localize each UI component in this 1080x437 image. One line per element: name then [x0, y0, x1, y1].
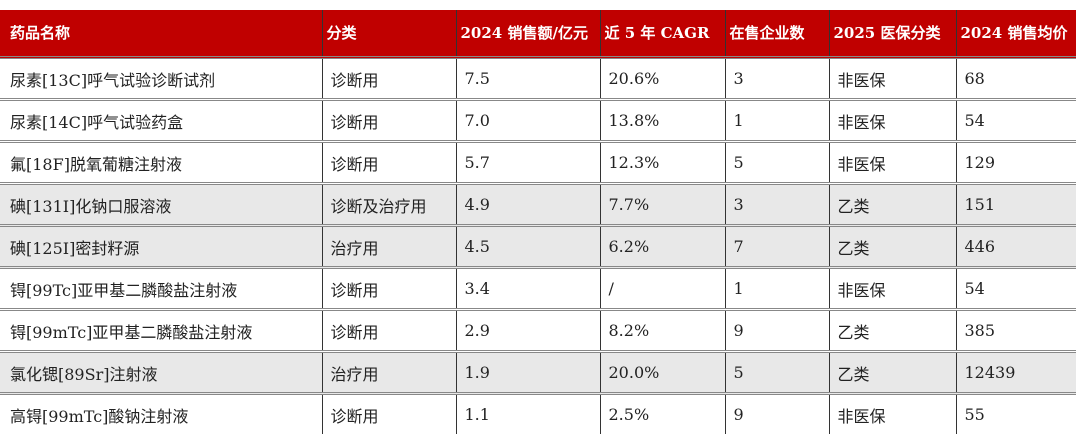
cell-drug-name: 氟[18F]脱氧葡糖注射液 — [0, 140, 322, 184]
header-cagr-5y: 近 5 年 CAGR — [599, 10, 725, 58]
cell-insurance-2025: 乙类 — [828, 182, 956, 226]
cell-drug-name: 锝[99mTc]亚甲基二膦酸盐注射液 — [0, 308, 322, 352]
table-row: 尿素[14C]呼气试验药盒 诊断用 7.0 13.8% 1 非医保 54 — [0, 98, 1076, 142]
cell-drug-name: 高锝[99mTc]酸钠注射液 — [0, 392, 322, 434]
cell-cagr-5y: 12.3% — [599, 140, 725, 184]
table-row: 氟[18F]脱氧葡糖注射液 诊断用 5.7 12.3% 5 非医保 129 — [0, 140, 1076, 184]
drug-sales-table: 药品名称 分类 2024 销售额/亿元近 5 年 CAGR 在售企业数 2025 医保分… — [0, 10, 1076, 434]
cell-company-count: 5 — [724, 350, 829, 394]
cell-cagr-5y: 7.7% — [599, 182, 725, 226]
cell-insurance-2025: 乙类 — [828, 224, 956, 268]
cell-insurance-2025: 非医保 — [828, 98, 956, 142]
cell-category: 诊断用 — [321, 308, 456, 352]
cell-company-count: 9 — [724, 392, 829, 434]
table-row: 锝[99Tc]亚甲基二膦酸盐注射液 诊断用 3.4/1 非医保 54 — [0, 266, 1076, 310]
header-insurance-2025: 2025 医保分类 — [828, 10, 956, 58]
cell-drug-name: 碘[125I]密封籽源 — [0, 224, 322, 268]
cell-company-count: 9 — [724, 308, 829, 352]
cell-company-count: 1 — [724, 266, 829, 310]
header-avg-price-2024: 2024 销售均价 — [955, 10, 1076, 58]
cell-category: 诊断用 — [321, 140, 456, 184]
table-row: 尿素[13C]呼气试验诊断试剂 诊断用 7.5 20.6% 3 非医保 68 — [0, 56, 1076, 100]
cell-avg-price-2024: 129 — [955, 140, 1076, 184]
cell-category: 治疗用 — [321, 224, 456, 268]
cell-category: 诊断及治疗用 — [321, 182, 456, 226]
header-row: 药品名称 分类 2024 销售额/亿元近 5 年 CAGR 在售企业数 2025 医保分… — [0, 10, 1076, 58]
table-row: 碘[131I]化钠口服溶液 诊断及治疗用 4.9 7.7% 3 乙类 151 — [0, 182, 1076, 226]
cell-insurance-2025: 非医保 — [828, 140, 956, 184]
cell-company-count: 7 — [724, 224, 829, 268]
header-company-count: 在售企业数 — [724, 10, 829, 58]
cell-cagr-5y: 13.8% — [599, 98, 725, 142]
cell-sales-2024: 3.4 — [455, 266, 600, 310]
cell-sales-2024: 7.5 — [455, 56, 600, 100]
cell-cagr-5y: / — [599, 266, 725, 310]
cell-category: 诊断用 — [321, 392, 456, 434]
cell-sales-2024: 1.9 — [455, 350, 600, 394]
cell-sales-2024: 2.9 — [455, 308, 600, 352]
cell-sales-2024: 4.5 — [455, 224, 600, 268]
header-category: 分类 — [321, 10, 456, 58]
cell-drug-name: 尿素[14C]呼气试验药盒 — [0, 98, 322, 142]
cell-cagr-5y: 8.2% — [599, 308, 725, 352]
cell-sales-2024: 4.9 — [455, 182, 600, 226]
cell-avg-price-2024: 385 — [955, 308, 1076, 352]
table-row: 高锝[99mTc]酸钠注射液 诊断用 1.1 2.5% 9 非医保 55 — [0, 392, 1076, 434]
cell-drug-name: 碘[131I]化钠口服溶液 — [0, 182, 322, 226]
header-sales-2024: 2024 销售额/亿元 — [455, 10, 600, 58]
cell-insurance-2025: 乙类 — [828, 308, 956, 352]
cell-company-count: 3 — [724, 182, 829, 226]
cell-insurance-2025: 非医保 — [828, 266, 956, 310]
cell-insurance-2025: 乙类 — [828, 350, 956, 394]
cell-drug-name: 氯化锶[89Sr]注射液 — [0, 350, 322, 394]
cell-sales-2024: 7.0 — [455, 98, 600, 142]
cell-avg-price-2024: 54 — [955, 266, 1076, 310]
cell-cagr-5y: 20.0% — [599, 350, 725, 394]
cell-sales-2024: 5.7 — [455, 140, 600, 184]
cell-category: 诊断用 — [321, 266, 456, 310]
header-drug-name: 药品名称 — [0, 10, 322, 58]
cell-company-count: 1 — [724, 98, 829, 142]
table-row: 锝[99mTc]亚甲基二膦酸盐注射液 诊断用 2.9 8.2% 9 乙类 385 — [0, 308, 1076, 352]
table-row: 氯化锶[89Sr]注射液 治疗用 1.9 20.0% 5 乙类 12439 — [0, 350, 1076, 394]
cell-avg-price-2024: 54 — [955, 98, 1076, 142]
cell-category: 治疗用 — [321, 350, 456, 394]
cell-company-count: 3 — [724, 56, 829, 100]
cell-insurance-2025: 非医保 — [828, 392, 956, 434]
cell-avg-price-2024: 446 — [955, 224, 1076, 268]
cell-drug-name: 锝[99Tc]亚甲基二膦酸盐注射液 — [0, 266, 322, 310]
cell-insurance-2025: 非医保 — [828, 56, 956, 100]
cell-drug-name: 尿素[13C]呼气试验诊断试剂 — [0, 56, 322, 100]
cell-cagr-5y: 20.6% — [599, 56, 725, 100]
cell-avg-price-2024: 12439 — [955, 350, 1076, 394]
cell-cagr-5y: 2.5% — [599, 392, 725, 434]
cell-avg-price-2024: 68 — [955, 56, 1076, 100]
cell-category: 诊断用 — [321, 98, 456, 142]
table-row: 碘[125I]密封籽源 治疗用 4.5 6.2% 7 乙类 446 — [0, 224, 1076, 268]
cell-sales-2024: 1.1 — [455, 392, 600, 434]
cell-avg-price-2024: 55 — [955, 392, 1076, 434]
cell-cagr-5y: 6.2% — [599, 224, 725, 268]
cell-avg-price-2024: 151 — [955, 182, 1076, 226]
cell-company-count: 5 — [724, 140, 829, 184]
cell-category: 诊断用 — [321, 56, 456, 100]
